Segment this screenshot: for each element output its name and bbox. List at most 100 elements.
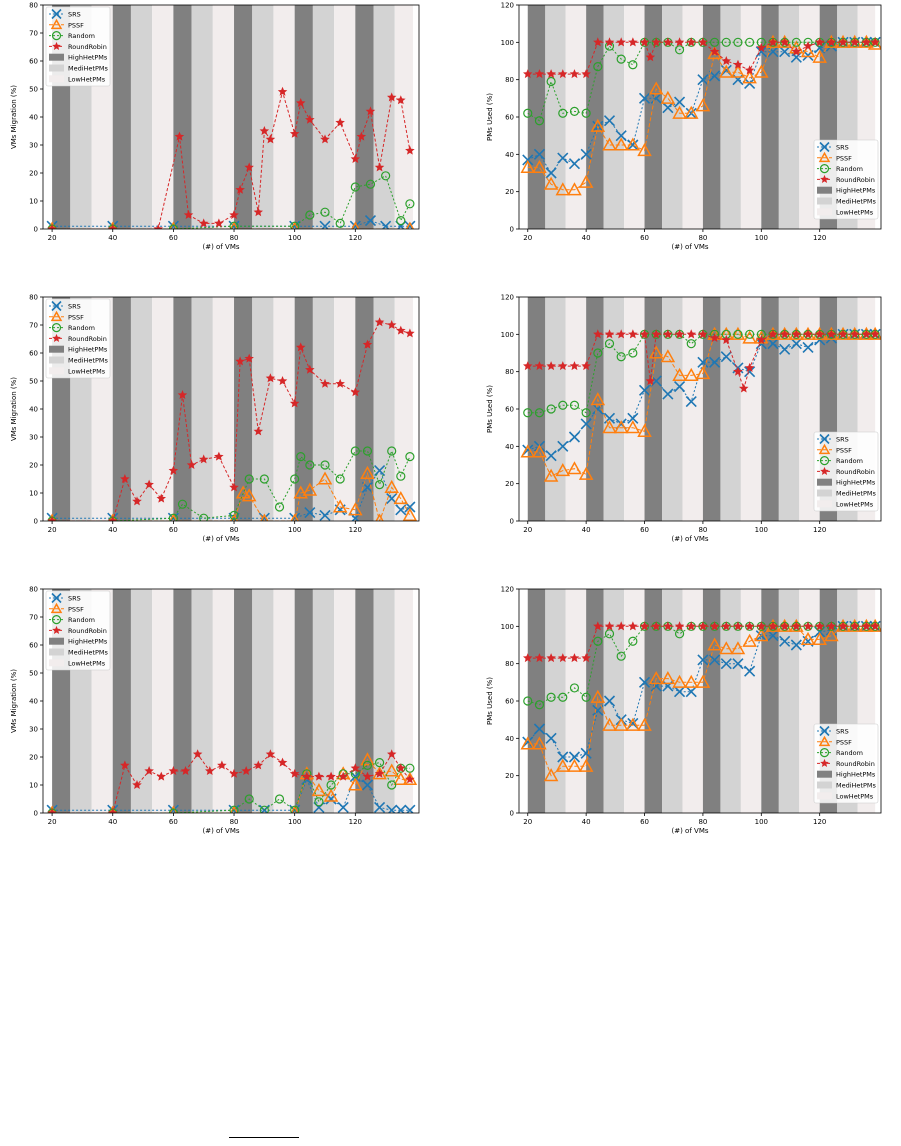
legend-item-medihetpms: MediHetPMs: [49, 356, 109, 365]
point-roundrobin-12: [651, 37, 661, 47]
point-roundrobin-28: [838, 37, 848, 47]
point-random-12: [320, 460, 330, 470]
point-roundrobin-6: [593, 37, 603, 47]
legend-label: MediHetPMs: [836, 490, 877, 498]
legend-item-pssf: PSSF: [817, 151, 852, 162]
point-srs-5: [580, 747, 592, 759]
point-random-7: [290, 805, 300, 813]
legend-item-medihetpms: MediHetPMs: [817, 489, 877, 498]
y-tick-label: 30: [29, 142, 38, 150]
point-roundrobin-8: [616, 37, 626, 47]
y-tick-label: 60: [505, 114, 514, 122]
y-tick-label: 40: [505, 443, 514, 451]
x-tick-label: 40: [582, 818, 591, 826]
legend-label: RoundRobin: [68, 335, 107, 343]
band-lowhetpms-8: [682, 589, 703, 813]
point-srs-16: [709, 654, 721, 666]
y-tick-label: 10: [29, 490, 38, 498]
point-pssf-9: [625, 137, 641, 151]
point-srs-8: [615, 130, 627, 142]
point-pssf-13: [672, 105, 687, 119]
band-lowhetpms-5: [152, 5, 174, 229]
y-tick-label: 80: [505, 660, 514, 668]
point-pssf-6: [260, 513, 269, 521]
point-srs-3: [557, 751, 569, 763]
y-tick-label: 60: [505, 406, 514, 414]
y-tick-label: 60: [29, 642, 38, 650]
point-roundrobin-1: [534, 653, 545, 663]
legend-marker-random: [51, 323, 62, 333]
point-random-9: [365, 179, 376, 189]
point-random-0: [523, 108, 533, 118]
point-random-10: [296, 452, 306, 462]
y-axis-label: VMs Migration (%): [10, 377, 18, 441]
point-srs-6: [592, 704, 604, 716]
series-random: [47, 446, 415, 521]
band-lowhetpms-5: [152, 297, 174, 521]
legend-label: MediHetPMs: [836, 782, 877, 790]
band-highhetpms-9: [234, 297, 253, 521]
point-random-10: [381, 171, 391, 181]
legend-swatch-lowhetpms: [49, 75, 64, 83]
point-pssf-0: [520, 444, 536, 458]
point-pssf-12: [660, 349, 676, 363]
series-random: [47, 171, 415, 229]
legend-swatch-medihetpms: [49, 64, 64, 72]
legend-item-lowhetpms: LowHetPMs: [817, 792, 874, 800]
y-tick-label: 20: [505, 772, 514, 780]
series-layer: [520, 34, 881, 196]
point-roundrobin-27: [814, 329, 825, 339]
footnote-rule: [229, 1137, 299, 1138]
band-medihetpms-7: [191, 297, 213, 521]
point-roundrobin-18: [733, 621, 743, 631]
legend-swatch-highhetpms: [817, 186, 832, 194]
legend-item-lowhetpms: LowHetPMs: [49, 75, 106, 83]
band-highhetpms-12: [294, 297, 313, 521]
point-pssf-0: [520, 736, 536, 750]
point-srs-1: [533, 148, 546, 160]
legend-item-pssf: PSSF: [49, 18, 84, 29]
point-roundrobin-1: [108, 516, 118, 521]
point-random-4: [569, 400, 580, 410]
point-roundrobin-29: [861, 621, 872, 631]
point-pssf-6: [311, 783, 327, 797]
point-random-3: [177, 499, 188, 509]
band-lowhetpms-14: [334, 297, 356, 521]
x-tick-label: 60: [169, 234, 178, 242]
legend-item-highhetpms: HighHetPMs: [817, 770, 876, 779]
band-medihetpms-10: [720, 297, 741, 521]
point-pssf-7: [323, 788, 339, 802]
y-axis-label: PMs Used (%): [486, 677, 494, 725]
point-random-5: [581, 692, 591, 702]
legend-marker-pssf: [818, 443, 831, 455]
band-lowhetpms-11: [273, 589, 295, 813]
x-tick-label: 60: [640, 234, 649, 242]
point-roundrobin-7: [177, 390, 188, 399]
x-tick-label: 20: [523, 234, 532, 242]
series-line-random: [527, 333, 876, 414]
point-random-8: [616, 352, 626, 362]
legend-item-pssf: PSSF: [817, 443, 852, 455]
point-roundrobin-24: [803, 621, 813, 631]
x-tick-label: 100: [288, 526, 301, 534]
point-pssf-8: [613, 420, 629, 434]
point-random-14: [686, 339, 696, 349]
band-lowhetpms-11: [273, 5, 295, 229]
point-srs-7: [603, 412, 616, 424]
point-srs-23: [790, 338, 802, 350]
point-random-16: [709, 37, 720, 47]
band-highhetpms-12: [294, 5, 313, 229]
point-roundrobin-13: [277, 86, 288, 96]
point-pssf-5: [578, 174, 594, 188]
point-pssf-16: [393, 491, 409, 505]
x-tick-label: 100: [755, 526, 768, 534]
point-roundrobin-25: [396, 763, 406, 773]
point-random-5: [229, 510, 239, 521]
point-random-14: [350, 446, 360, 456]
point-srs-13: [673, 381, 686, 393]
legend: SRS PSSF Random RoundRobin HighHetPMs MediHet…: [45, 590, 111, 671]
series-line-pssf: [527, 625, 876, 777]
point-srs-9: [627, 139, 639, 151]
series-layer: [520, 618, 881, 782]
legend-item-random: Random: [49, 30, 95, 41]
